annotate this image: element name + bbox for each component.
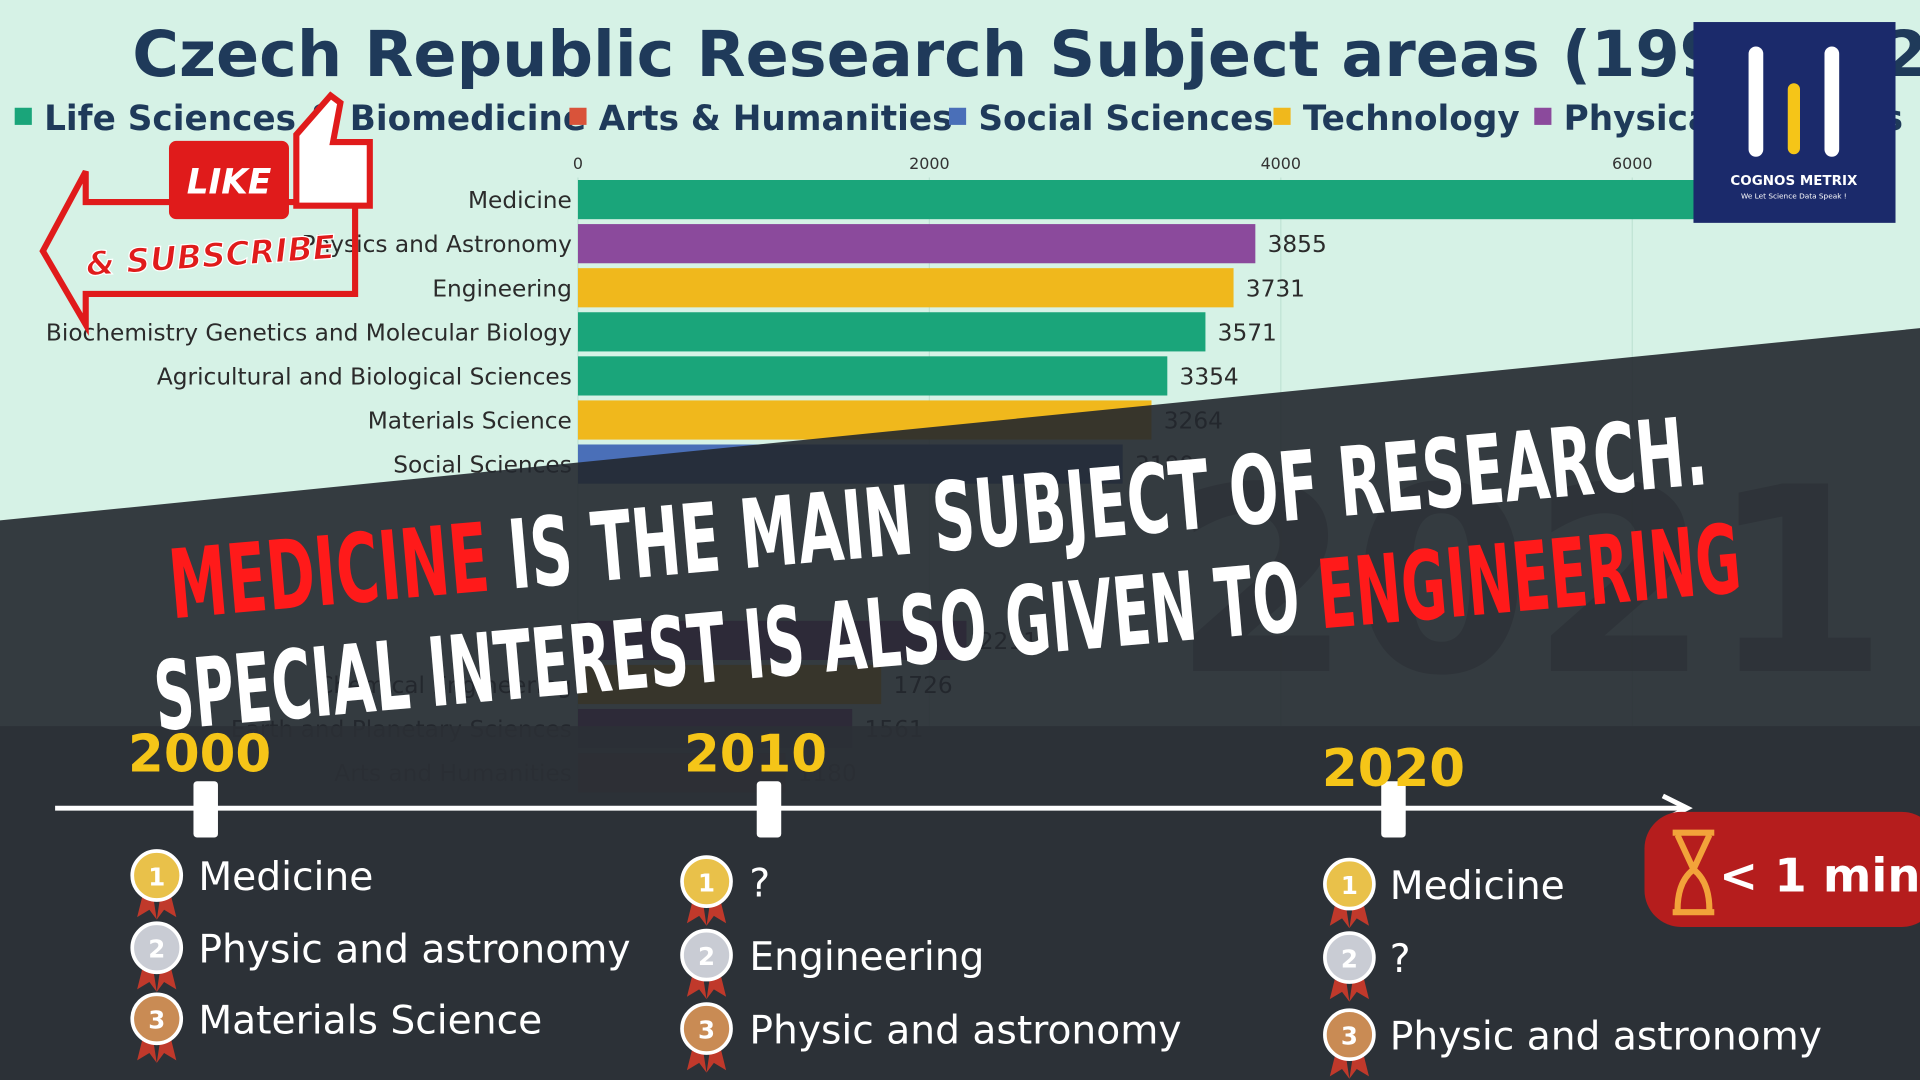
medal-number: 1	[148, 862, 165, 891]
timeline-tick	[1381, 781, 1406, 838]
legend-swatch	[1273, 107, 1291, 125]
legend-swatch	[948, 107, 967, 125]
time-badge: < 1 min	[1644, 811, 1920, 927]
value-label: 3354	[1180, 363, 1239, 390]
medal	[130, 849, 184, 902]
medal-number: 2	[698, 942, 715, 971]
bar-label: Agricultural and Biological Sciences	[157, 363, 572, 390]
chart-title: Czech Republic Research Subject areas (1…	[132, 18, 1920, 92]
medal	[680, 1002, 733, 1055]
legend-swatch	[1534, 107, 1552, 125]
bar	[577, 356, 1168, 396]
medal	[680, 855, 733, 908]
legend-label: Technology	[1303, 99, 1520, 139]
bar-label: Physics and Astronomy	[302, 231, 573, 258]
timeline-year: 2010	[684, 724, 827, 784]
x-tick-label: 6000	[1612, 154, 1652, 173]
medal	[130, 921, 184, 975]
like-box	[168, 140, 289, 220]
badge-text: < 1 min	[1719, 848, 1920, 902]
bar-label: Engineering	[432, 275, 572, 302]
value-label: 3571	[1218, 319, 1277, 346]
value-label: 3731	[1246, 275, 1305, 302]
promo-arrow	[39, 169, 359, 336]
logo-bar	[1787, 83, 1800, 155]
x-tick-label: 0	[573, 154, 583, 173]
timeline-panel	[0, 726, 1920, 1080]
rank-label: Medicine	[1390, 864, 1565, 909]
banner-highlight: MEDICINE	[164, 502, 493, 641]
medal	[1323, 857, 1376, 911]
rank-label: Materials Science	[198, 998, 542, 1043]
value-label: 3855	[1268, 231, 1327, 258]
logo-bar	[1748, 46, 1764, 157]
rank-label: Engineering	[749, 935, 984, 980]
badge-box	[1644, 811, 1920, 927]
like-text: LIKE	[187, 162, 272, 202]
medal	[130, 992, 184, 1046]
x-tick-label: 4000	[1261, 154, 1301, 173]
rank-label: Medicine	[198, 855, 373, 900]
timeline: 2000 1 Medicine 2 Physic and astronomy 3 Mater…	[128, 724, 1822, 1079]
medal-number: 1	[698, 868, 715, 897]
logo-tagline: We Let Science Data Speak !	[1741, 191, 1847, 200]
timeline-year: 2000	[128, 724, 271, 784]
logo-name: COGNOS METRIX	[1730, 174, 1858, 189]
rank-label: ?	[749, 861, 770, 906]
bar-label: Medicine	[468, 187, 572, 214]
medal-number: 2	[1341, 944, 1358, 973]
medal	[680, 928, 733, 982]
logo: COGNOS METRIX We Let Science Data Speak …	[1693, 22, 1896, 223]
medal-number: 3	[698, 1015, 715, 1044]
hourglass-icon	[1672, 829, 1715, 916]
rank-label: Physic and astronomy	[1390, 1014, 1822, 1059]
timeline-tick	[193, 781, 218, 838]
legend-label: Arts & Humanities	[599, 99, 953, 139]
legend-swatch	[569, 107, 587, 125]
bar	[577, 180, 1826, 220]
bar-label: Biochemistry Genetics and Molecular Biol…	[46, 319, 572, 346]
medal-number: 1	[1341, 871, 1358, 900]
bar-label: Materials Science	[368, 408, 572, 435]
bar	[577, 312, 1206, 352]
x-tick-label: 2000	[909, 154, 949, 173]
medal-number: 3	[148, 1006, 165, 1035]
rank-label: Physic and astronomy	[198, 927, 630, 972]
bar	[577, 224, 1256, 264]
medal	[1323, 931, 1376, 984]
rank-label: Physic and astronomy	[749, 1008, 1181, 1053]
medal-number: 3	[1341, 1021, 1358, 1050]
timeline-tick	[756, 781, 782, 838]
timeline-year: 2020	[1322, 739, 1465, 799]
logo-bar	[1824, 46, 1840, 157]
legend-label: Social Sciences	[978, 99, 1273, 139]
legend-swatch	[14, 107, 32, 125]
bar	[577, 268, 1234, 308]
medal-number: 2	[148, 935, 165, 964]
medal	[1323, 1008, 1376, 1062]
thumbs-up-icon	[293, 91, 373, 209]
rank-label: ?	[1390, 937, 1411, 982]
